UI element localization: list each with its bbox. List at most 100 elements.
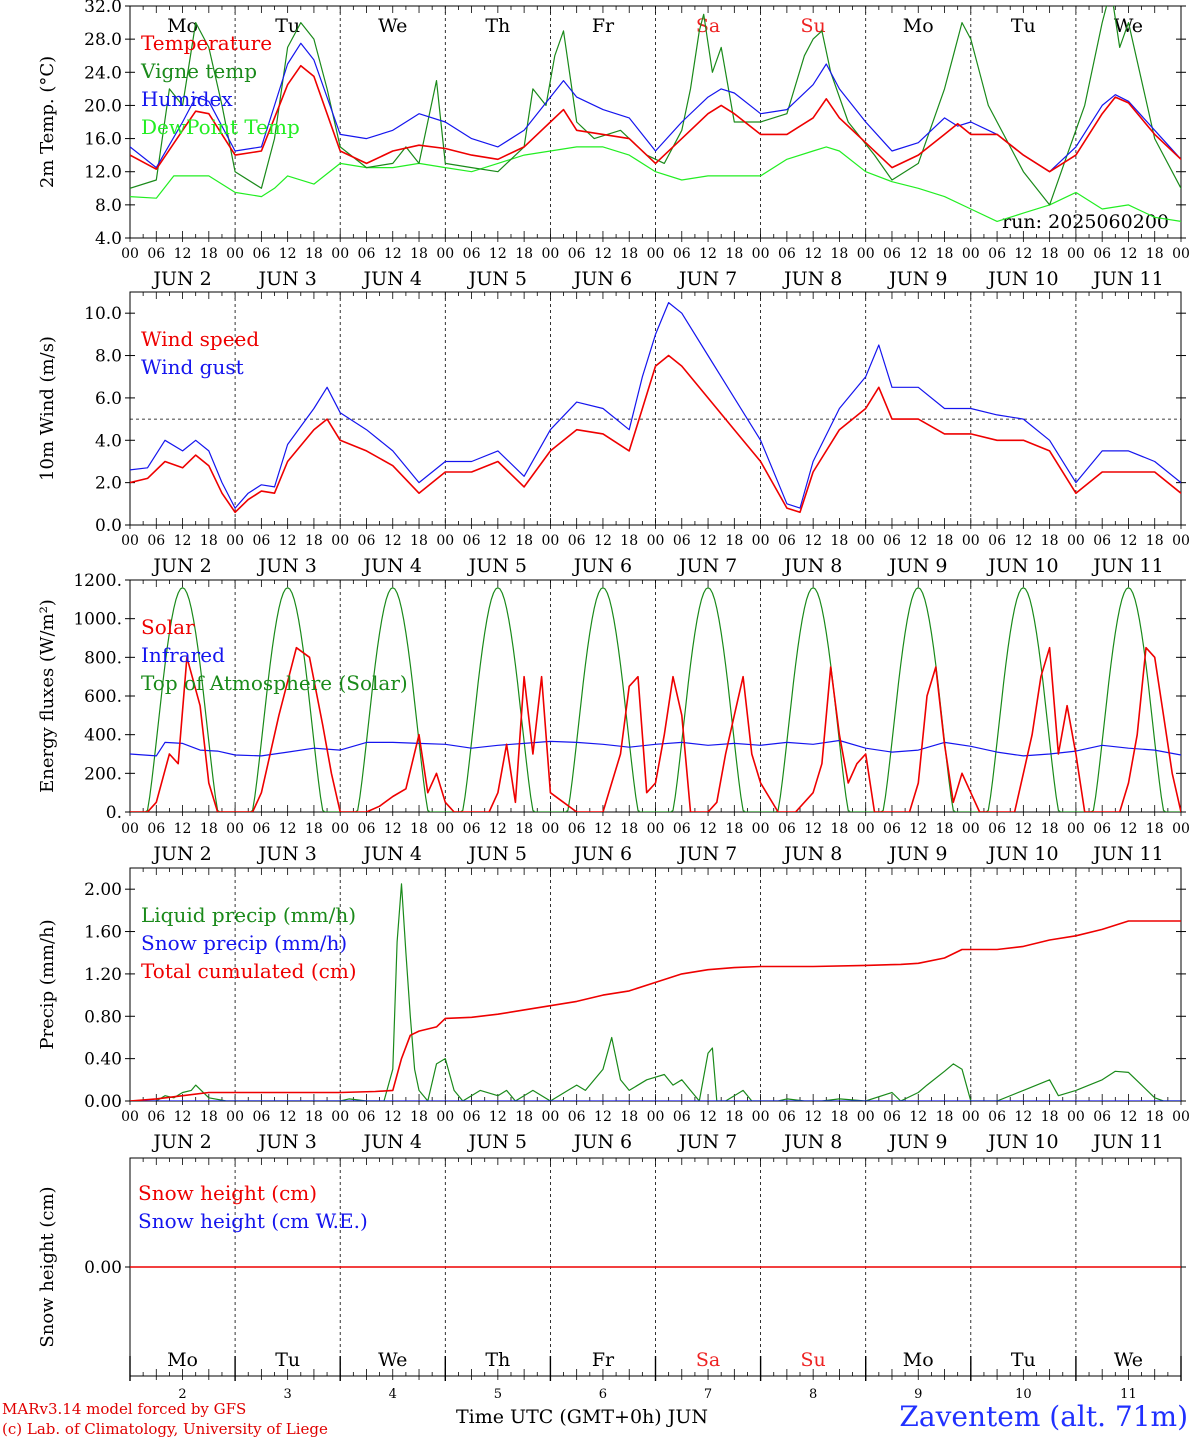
hour-tick-label: 12 bbox=[1120, 533, 1138, 549]
y-tick-label: 8.0 bbox=[95, 196, 122, 216]
hour-tick-label: 18 bbox=[410, 821, 428, 837]
hour-tick-label: 18 bbox=[1041, 246, 1059, 262]
hour-tick-label: 18 bbox=[831, 246, 849, 262]
y-tick-label: 24.0 bbox=[84, 63, 122, 83]
date-label: JUN 10 bbox=[986, 843, 1058, 865]
hour-tick-label: 18 bbox=[725, 1109, 743, 1125]
hour-tick-label: 18 bbox=[200, 533, 218, 549]
hour-tick-label: 12 bbox=[1014, 1109, 1032, 1125]
hour-tick-label: 00 bbox=[226, 1109, 244, 1125]
date-label: JUN 4 bbox=[362, 268, 422, 290]
hour-tick-label: 00 bbox=[857, 533, 875, 549]
hour-tick-label: 18 bbox=[410, 533, 428, 549]
hour-tick-label: 00 bbox=[121, 821, 139, 837]
date-label: JUN 4 bbox=[362, 843, 422, 865]
date-label: JUN 9 bbox=[887, 555, 947, 577]
legend-entry: Solar bbox=[141, 615, 195, 639]
hour-tick-label: 00 bbox=[331, 1109, 349, 1125]
y-tick-label: 8.0 bbox=[95, 347, 122, 367]
y-tick-label: 0.40 bbox=[84, 1050, 122, 1070]
hour-tick-label: 18 bbox=[515, 821, 533, 837]
date-label: JUN 4 bbox=[362, 1131, 422, 1153]
date-label: JUN 5 bbox=[467, 555, 527, 577]
weekday-label: Su bbox=[801, 15, 826, 37]
hour-tick-label: 00 bbox=[1067, 533, 1085, 549]
date-label: JUN 3 bbox=[256, 1131, 316, 1153]
weekday-label: Fr bbox=[592, 15, 615, 37]
hour-tick-label: 12 bbox=[279, 246, 297, 262]
date-label: JUN 8 bbox=[782, 555, 842, 577]
hour-tick-label: 18 bbox=[831, 1109, 849, 1125]
hour-tick-label: 18 bbox=[936, 533, 954, 549]
y-tick-label: 800. bbox=[84, 648, 122, 668]
hour-tick-label: 18 bbox=[620, 533, 638, 549]
hour-tick-label: 12 bbox=[804, 1109, 822, 1125]
hour-tick-label: 12 bbox=[909, 533, 927, 549]
date-label: JUN 10 bbox=[986, 555, 1058, 577]
weekday-label: Mo bbox=[167, 1349, 198, 1371]
hour-tick-label: 18 bbox=[200, 1109, 218, 1125]
date-label: JUN 11 bbox=[1091, 1131, 1163, 1153]
legend-entry: Top of Atmosphere (Solar) bbox=[141, 671, 408, 695]
date-label: JUN 11 bbox=[1091, 843, 1163, 865]
legend-entry: Liquid precip (mm/h) bbox=[141, 903, 356, 927]
hour-tick-label: 18 bbox=[831, 821, 849, 837]
y-axis-title: 2m Temp. (°C) bbox=[37, 56, 58, 188]
hour-tick-label: 12 bbox=[1014, 246, 1032, 262]
hour-tick-label: 06 bbox=[883, 246, 901, 262]
hour-tick-label: 18 bbox=[936, 1109, 954, 1125]
date-label: JUN 3 bbox=[256, 843, 316, 865]
date-label: JUN 7 bbox=[677, 1131, 737, 1153]
hour-tick-label: 00 bbox=[436, 246, 454, 262]
hour-tick-label: 06 bbox=[252, 246, 270, 262]
hour-tick-label: 00 bbox=[436, 533, 454, 549]
y-tick-label: 200. bbox=[84, 764, 122, 784]
weekday-label: We bbox=[1114, 1349, 1143, 1371]
hour-tick-label: 06 bbox=[568, 246, 586, 262]
hour-tick-label: 00 bbox=[962, 1109, 980, 1125]
y-tick-label: 4.0 bbox=[95, 431, 122, 451]
legend-entry: Infrared bbox=[141, 643, 225, 667]
weekday-label: Tu bbox=[275, 1349, 300, 1371]
hour-tick-label: 00 bbox=[331, 246, 349, 262]
y-tick-label: 1.20 bbox=[84, 965, 122, 985]
y-tick-label: 0. bbox=[106, 803, 122, 823]
hour-tick-label: 12 bbox=[699, 821, 717, 837]
hour-tick-label: 00 bbox=[541, 246, 559, 262]
hour-tick-label: 00 bbox=[331, 821, 349, 837]
hour-tick-label: 06 bbox=[252, 1109, 270, 1125]
hour-tick-label: 06 bbox=[463, 821, 481, 837]
y-axis-title: Energy fluxes (W/m²) bbox=[37, 599, 58, 793]
hour-tick-label: 06 bbox=[778, 533, 796, 549]
hour-tick-label: 12 bbox=[594, 246, 612, 262]
hour-tick-label: 00 bbox=[1172, 533, 1190, 549]
y-axis-title: Snow height (cm) bbox=[37, 1186, 58, 1347]
station-name: Zaventem (alt. 71m) bbox=[899, 1400, 1188, 1433]
hour-tick-label: 06 bbox=[568, 821, 586, 837]
hour-tick-label: 06 bbox=[358, 1109, 376, 1125]
series-line-lime bbox=[130, 146, 1181, 222]
hour-tick-label: 18 bbox=[725, 821, 743, 837]
hour-tick-label: 00 bbox=[752, 821, 770, 837]
hour-tick-label: 06 bbox=[1093, 533, 1111, 549]
date-label: JUN 6 bbox=[572, 1131, 632, 1153]
hour-tick-label: 18 bbox=[725, 246, 743, 262]
hour-tick-label: 12 bbox=[909, 246, 927, 262]
date-label: JUN 9 bbox=[887, 1131, 947, 1153]
date-label: JUN 7 bbox=[677, 555, 737, 577]
hour-tick-label: 18 bbox=[936, 246, 954, 262]
hour-tick-label: 18 bbox=[1146, 821, 1164, 837]
date-label: JUN 8 bbox=[782, 843, 842, 865]
hour-tick-label: 18 bbox=[1146, 246, 1164, 262]
hour-tick-label: 18 bbox=[936, 821, 954, 837]
hour-tick-label: 06 bbox=[1093, 246, 1111, 262]
y-tick-label: 12.0 bbox=[84, 163, 122, 183]
hour-tick-label: 12 bbox=[909, 1109, 927, 1125]
hour-tick-label: 00 bbox=[541, 1109, 559, 1125]
date-label: JUN 9 bbox=[887, 268, 947, 290]
hour-tick-label: 06 bbox=[778, 1109, 796, 1125]
y-tick-label: 10.0 bbox=[84, 304, 122, 324]
hour-tick-label: 06 bbox=[988, 246, 1006, 262]
hour-tick-label: 00 bbox=[857, 821, 875, 837]
legend-entry: Vigne temp bbox=[140, 59, 257, 83]
